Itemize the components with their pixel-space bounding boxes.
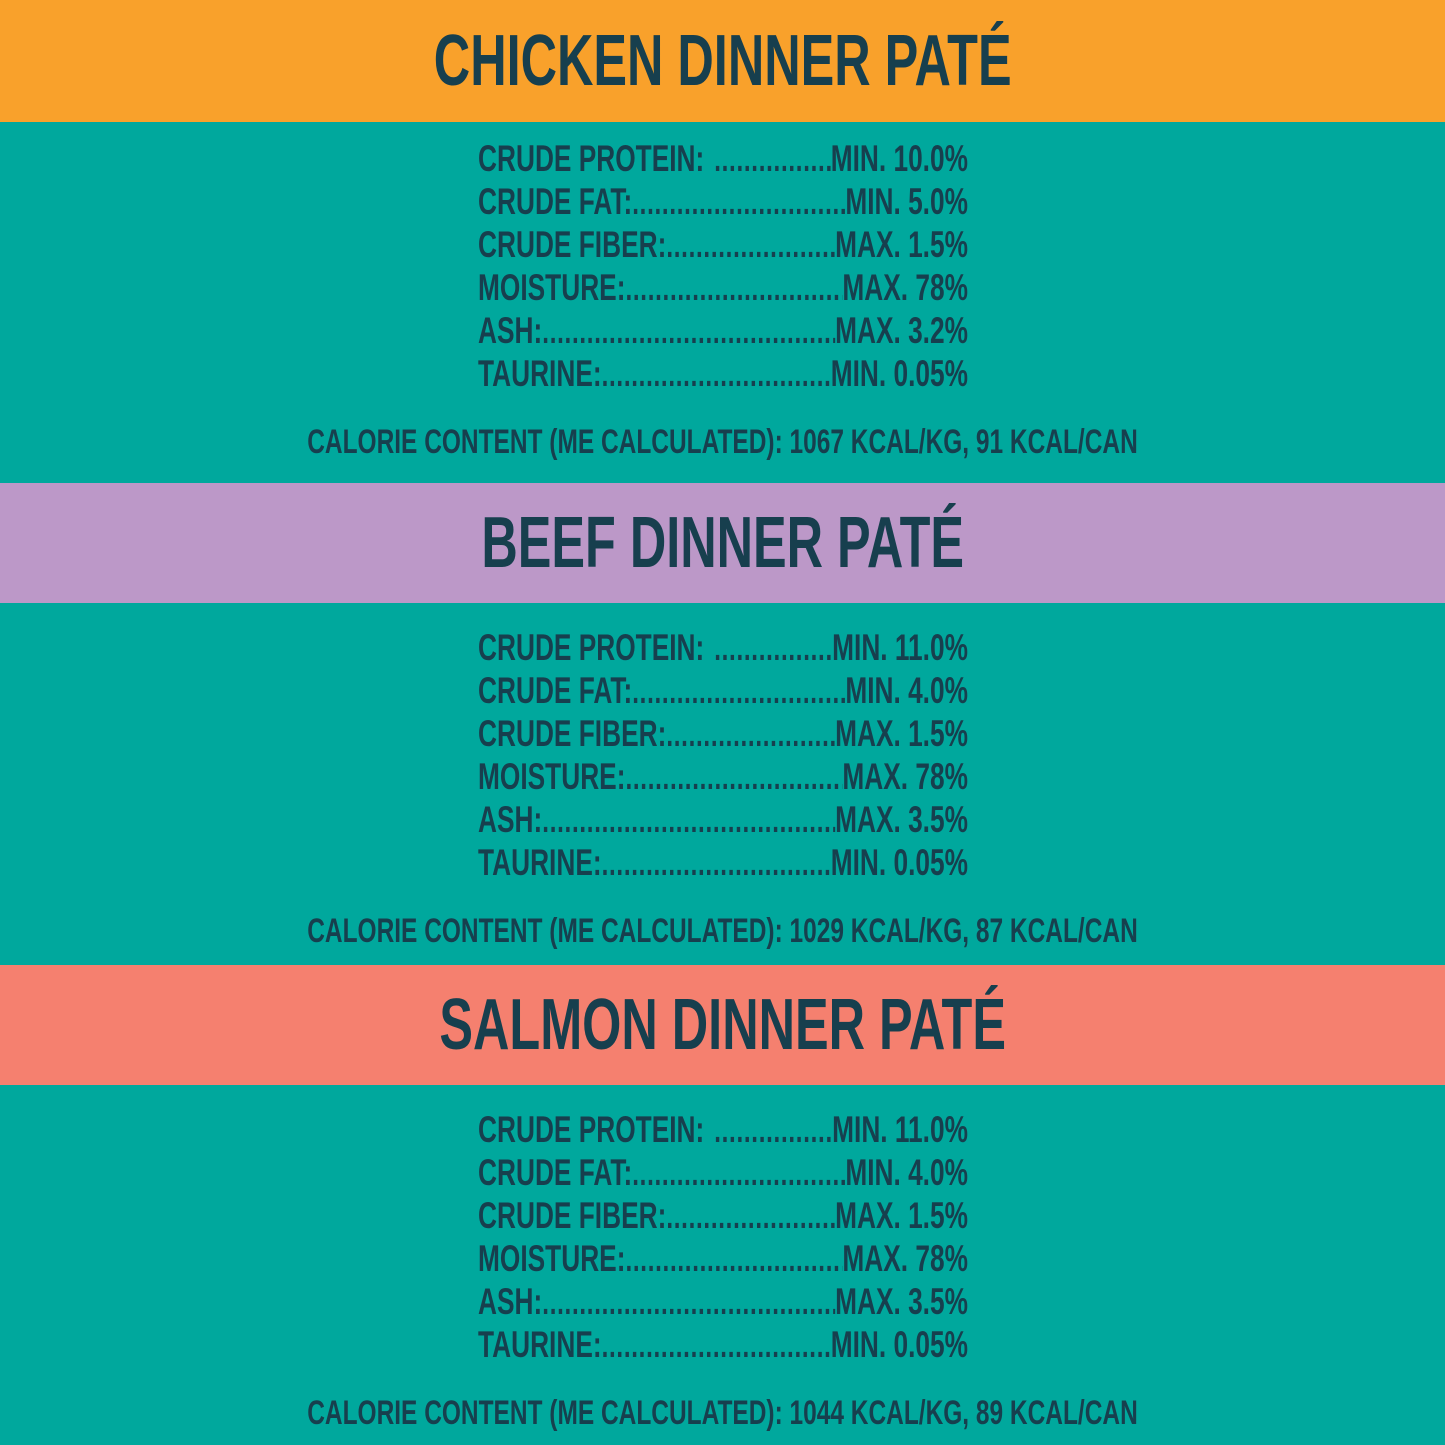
nutrition-label: TAURINE: <box>477 353 602 394</box>
leader-dots <box>632 183 845 224</box>
nutrition-label: TAURINE: <box>477 1324 602 1365</box>
nutrition-row-crude-fat: CRUDE FAT: MIN. 4.0% <box>478 670 968 713</box>
salmon-calorie-content: CALORIE CONTENT (ME CALCULATED): 1044 KC… <box>307 1394 1138 1432</box>
leader-dots <box>632 672 845 713</box>
nutrition-row-moisture: MOISTURE: MAX. 78% <box>478 267 968 310</box>
nutrition-row-crude-protein: CRUDE PROTEIN: MIN. 10.0% <box>478 138 968 181</box>
chicken-nutrition-section: CRUDE PROTEIN: MIN. 10.0% CRUDE FAT: MIN. … <box>0 122 1445 483</box>
nutrition-label: CRUDE PROTEIN: <box>477 138 704 179</box>
leader-dots <box>625 1240 842 1281</box>
nutrition-label: CRUDE FAT: <box>477 181 632 222</box>
leader-dots <box>714 1111 832 1152</box>
nutrition-value: MIN. 0.05% <box>830 842 968 883</box>
nutrition-label: MOISTURE: <box>477 756 625 797</box>
nutrition-row-crude-protein: CRUDE PROTEIN: MIN. 11.0% <box>478 627 968 670</box>
nutrition-value: MAX. 78% <box>841 756 968 797</box>
chicken-header-band: CHICKEN DINNER PATÉ <box>0 0 1445 122</box>
nutrition-row-taurine: TAURINE: MIN. 0.05% <box>478 842 968 885</box>
leader-dots <box>666 1197 835 1238</box>
leader-dots <box>542 801 835 842</box>
chicken-calorie-content: CALORIE CONTENT (ME CALCULATED): 1067 KC… <box>307 423 1138 461</box>
nutrition-row-moisture: MOISTURE: MAX. 78% <box>478 756 968 799</box>
nutrition-label: CRUDE FAT: <box>477 670 632 711</box>
salmon-nutrition-table: CRUDE PROTEIN: MIN. 11.0% CRUDE FAT: MIN. … <box>478 1109 968 1367</box>
leader-dots <box>625 269 842 310</box>
leader-dots <box>714 629 832 670</box>
nutrition-row-moisture: MOISTURE: MAX. 78% <box>478 1238 968 1281</box>
leader-dots <box>632 1154 845 1195</box>
leader-dots <box>601 1326 830 1367</box>
nutrition-label: MOISTURE: <box>477 267 625 308</box>
nutrition-row-ash: ASH: MAX. 3.2% <box>478 310 968 353</box>
leader-dots <box>666 226 835 267</box>
salmon-section-title: SALMON DINNER PATÉ <box>439 985 1006 1065</box>
nutrition-value: MAX. 78% <box>841 1238 968 1279</box>
chicken-section-title: CHICKEN DINNER PATÉ <box>433 21 1012 101</box>
nutrition-label: CRUDE FIBER: <box>477 224 666 265</box>
leader-dots <box>542 1283 835 1324</box>
nutrition-label: CRUDE PROTEIN: <box>477 1109 704 1150</box>
leader-dots <box>666 715 835 756</box>
nutrition-row-crude-fat: CRUDE FAT: MIN. 5.0% <box>478 181 968 224</box>
nutrition-value: MIN. 11.0% <box>831 627 968 668</box>
nutrition-value: MAX. 78% <box>841 267 968 308</box>
nutrition-value: MAX. 1.5% <box>834 224 968 265</box>
leader-dots <box>714 140 830 181</box>
nutrition-row-taurine: TAURINE: MIN. 0.05% <box>478 353 968 396</box>
nutrition-row-crude-fiber: CRUDE FIBER: MAX. 1.5% <box>478 1195 968 1238</box>
leader-dots <box>601 844 830 885</box>
nutrition-label: MOISTURE: <box>477 1238 625 1279</box>
nutrition-label: CRUDE FIBER: <box>477 713 666 754</box>
nutrition-label: ASH: <box>477 1281 542 1322</box>
salmon-nutrition-section: CRUDE PROTEIN: MIN. 11.0% CRUDE FAT: MIN. … <box>0 1085 1445 1445</box>
nutrition-row-crude-fiber: CRUDE FIBER: MAX. 1.5% <box>478 713 968 756</box>
nutrition-value: MIN. 11.0% <box>831 1109 968 1150</box>
nutrition-row-taurine: TAURINE: MIN. 0.05% <box>478 1324 968 1367</box>
nutrition-value: MIN. 4.0% <box>844 1152 968 1193</box>
nutrition-row-crude-fat: CRUDE FAT: MIN. 4.0% <box>478 1152 968 1195</box>
nutrition-value: MAX. 3.5% <box>834 1281 968 1322</box>
salmon-header-band: SALMON DINNER PATÉ <box>0 965 1445 1085</box>
nutrition-label: TAURINE: <box>477 842 602 883</box>
chicken-nutrition-table: CRUDE PROTEIN: MIN. 10.0% CRUDE FAT: MIN. … <box>478 138 968 396</box>
leader-dots <box>542 312 835 353</box>
beef-header-band: BEEF DINNER PATÉ <box>0 483 1445 603</box>
nutrition-value: MAX. 1.5% <box>834 713 968 754</box>
beef-section-title: BEEF DINNER PATÉ <box>481 503 964 583</box>
leader-dots <box>601 355 830 396</box>
nutrition-value: MIN. 10.0% <box>830 138 968 179</box>
nutrition-row-ash: ASH: MAX. 3.5% <box>478 1281 968 1324</box>
nutrition-label: CRUDE FAT: <box>477 1152 632 1193</box>
nutrition-value: MAX. 3.5% <box>834 799 968 840</box>
leader-dots <box>625 758 842 799</box>
beef-nutrition-table: CRUDE PROTEIN: MIN. 11.0% CRUDE FAT: MIN. … <box>478 627 968 885</box>
nutrition-value: MAX. 3.2% <box>834 310 968 351</box>
nutrition-value: MIN. 0.05% <box>830 1324 968 1365</box>
nutrition-value: MIN. 4.0% <box>844 670 968 711</box>
beef-calorie-content: CALORIE CONTENT (ME CALCULATED): 1029 KC… <box>307 912 1138 950</box>
beef-nutrition-section: CRUDE PROTEIN: MIN. 11.0% CRUDE FAT: MIN. … <box>0 603 1445 965</box>
nutrition-value: MAX. 1.5% <box>834 1195 968 1236</box>
nutrition-label: CRUDE FIBER: <box>477 1195 666 1236</box>
nutrition-row-crude-fiber: CRUDE FIBER: MAX. 1.5% <box>478 224 968 267</box>
nutrition-row-ash: ASH: MAX. 3.5% <box>478 799 968 842</box>
nutrition-value: MIN. 0.05% <box>830 353 968 394</box>
nutrition-row-crude-protein: CRUDE PROTEIN: MIN. 11.0% <box>478 1109 968 1152</box>
nutrition-label: CRUDE PROTEIN: <box>477 627 704 668</box>
nutrition-label: ASH: <box>477 799 542 840</box>
nutrition-label: ASH: <box>477 310 542 351</box>
nutrition-value: MIN. 5.0% <box>844 181 968 222</box>
